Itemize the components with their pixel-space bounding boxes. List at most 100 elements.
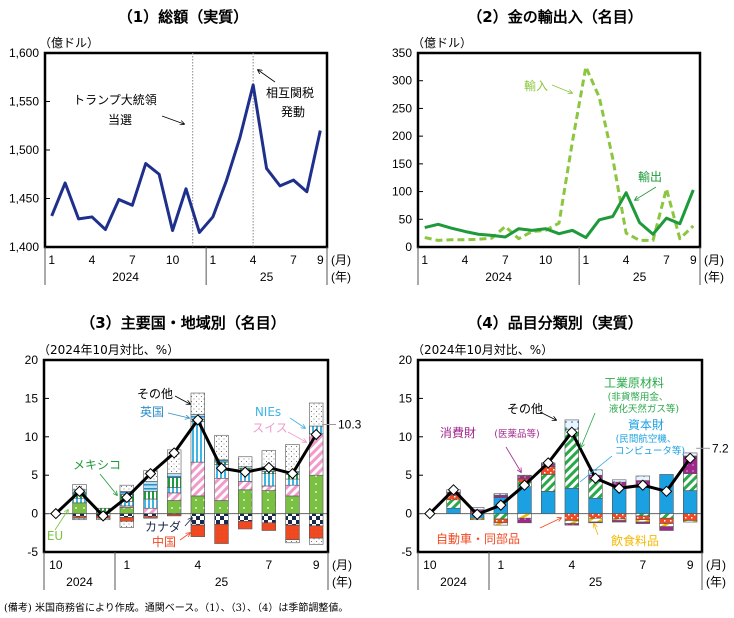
bar-segment-canada [309,513,324,527]
bar-segment-auto [588,513,603,519]
label-import: 輸入 [524,78,548,93]
bar-segment-capital [446,507,461,514]
bar-segment-consumer [635,521,650,524]
bar-segment-mexico [143,491,158,500]
annotation-arrow [179,533,190,541]
x-year-label: 2024 [112,270,139,284]
bar-segment-nies [167,487,182,494]
bar-segment-capital [683,490,698,514]
y-tick-label: 1,600 [9,46,39,60]
y-tick-label: -5 [401,545,412,559]
bar-segment-uk [167,473,182,478]
label-canada: カナダ [145,519,181,534]
bar-segment-capital [541,491,556,514]
y-tick-label: 150 [392,157,412,171]
bar-segment-china [119,517,134,522]
x-month-label: 4 [194,558,201,572]
bar-segment-other4 [612,479,627,483]
bar-segment-food [683,520,698,523]
x-month-label: 10 [49,558,63,572]
bar-segment-industrial [446,499,461,509]
x-month-label: 9 [313,558,320,572]
x-month-label: 7 [663,253,670,267]
x-month-label: 7 [290,253,297,267]
bar-segment-china [309,525,324,539]
y-tick-label: 1,550 [9,95,39,109]
chart-title: （3）主要国・地域別（名目） [80,314,285,332]
bar-segment-auto [564,513,579,521]
plot-frame [42,358,330,554]
bar-segment-other [190,392,205,415]
x-unit-month: (月) [704,253,724,267]
line-marker [566,426,578,438]
annotation-arrow [594,524,599,536]
x-year-label: 2024 [440,575,467,589]
x-year-label: 25 [215,575,229,589]
annotation-arrow [99,473,117,495]
x-month-label: 4 [250,253,257,267]
x-month-label: 10 [539,253,553,267]
bar-segment-eu [190,495,205,514]
label-industrial-note: (非貨幣用金、 [608,391,669,403]
annotation-tariff: 発動 [281,105,305,119]
bar-segment-other [119,484,134,492]
label-industrial: 工業原材料 [604,376,664,390]
x-month-label: 7 [502,253,509,267]
line-marker [286,467,299,480]
bar-segment-eu [261,490,276,514]
y-unit-label: （億ドル） [412,36,472,50]
x-month-label: 1 [48,253,55,267]
x-month-label: 1 [421,253,428,267]
bar-segment-auto [659,517,674,524]
x-unit-month: (月) [706,558,726,572]
bar-segment-swiss [143,507,158,514]
line-marker [424,507,436,520]
y-tick-label: 1,450 [9,192,39,206]
x-month-label: 7 [129,253,136,267]
bar-segment-auto [493,518,508,524]
bar-segment-canada [261,513,276,524]
bar-segment-consumer [517,517,532,524]
label-capital-note: (民間航空機、 [616,433,677,445]
line-marker [73,485,86,498]
line-marker [684,452,696,465]
bar-segment-food [564,520,579,524]
bar-segment-nies [143,498,158,509]
bar-segment-canada [285,513,300,526]
bar-segment-china [238,520,253,530]
bar-segment-eu [119,507,134,514]
annotation-arrow [161,115,184,124]
bar-segment-canada [214,513,229,525]
line-marker [97,510,109,522]
chart-gold-trade: （2）金の輸出入（名目） （億ドル） 0 50 100 150 200 250 300 350 1 4… [392,8,724,285]
y-tick-label: 20 [399,353,413,367]
y-tick-label: 1,400 [9,240,39,254]
line-marker [447,484,460,496]
annotation-arrow [174,395,190,404]
bar-segment-china [285,524,300,541]
annotation-tariff: 相互関税 [266,86,314,100]
bar-segment-eu [167,500,182,514]
x-month-label: 4 [568,558,575,572]
bar-segment-other [238,456,253,468]
y-tick-label: 10 [399,430,413,444]
bar-segment-industrial [635,513,650,517]
y-unit-label: （億ドル） [39,36,99,50]
y-tick-label: 10 [25,430,39,444]
x-year-label: 25 [589,575,603,589]
series-line-export [424,189,695,240]
x-month-label: 4 [462,253,469,267]
annotation-arrow [54,510,68,531]
bar-segment-canada [190,513,205,526]
line-marker [263,461,275,474]
series-line-import [424,65,695,242]
bar-segment-swiss [167,492,182,501]
x-month-label: 10 [423,558,437,572]
end-value-label: 7.2 [712,441,729,455]
bar-segment-consumer [517,475,532,480]
x-month-label: 1 [123,558,130,572]
label-swiss: スイス [252,421,288,435]
x-month-label: 1 [583,253,590,267]
annotation-arrow [635,186,657,200]
label-export: 輸出 [638,169,662,184]
